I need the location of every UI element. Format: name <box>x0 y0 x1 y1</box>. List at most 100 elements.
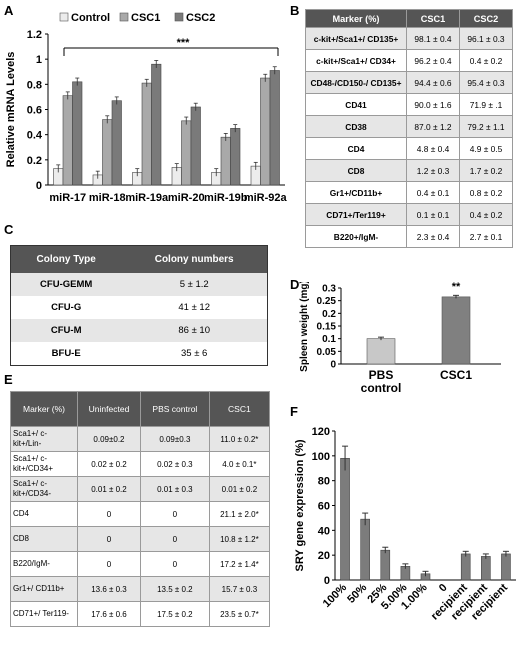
table-b-cell: 87.0 ± 1.2 <box>406 115 460 138</box>
table-row: Gr1+/CD11b+ 0.4 ± 0.1 0.8 ± 0.2 <box>305 181 513 204</box>
table-row: B220/IgM- 0 0 17.2 ± 1.4* <box>10 551 271 577</box>
table-row: CD71+/Ter119+ 0.1 ± 0.1 0.4 ± 0.2 <box>305 203 513 226</box>
table-e-cell: 0 <box>77 526 141 552</box>
table-b-cell: 0.8 ± 0.2 <box>459 181 513 204</box>
table-e-row-label: CD71+/ Ter119- <box>10 601 78 627</box>
bar <box>501 553 511 581</box>
table-row: Sca1+/ c-kit+/CD34+ 0.02 ± 0.2 0.02 ± 0.3 4… <box>10 451 271 477</box>
table-row: CD71+/ Ter119- 17.6 ± 0.6 17.5 ± 0.2 23.5 ±… <box>10 601 271 627</box>
table-e-cell: 0 <box>139 526 210 552</box>
panel-label-f: F <box>290 404 298 419</box>
y-tick-label: 0.8 <box>27 79 42 91</box>
bar <box>141 82 152 186</box>
table-e-cell: 4.0 ± 0.1* <box>208 451 271 477</box>
table-e-row-label: CD4 <box>10 501 78 527</box>
x-tick-label: 50% <box>345 581 369 605</box>
y-tick-label: 0 <box>324 575 330 587</box>
y-tick-label: 60 <box>318 501 330 513</box>
table-e-cell: 17.2 ± 1.4* <box>208 551 271 577</box>
table-e-cell: 13.5 ± 0.2 <box>139 576 210 602</box>
x-tick-label: miR-17 <box>49 192 86 204</box>
table-e-row-label: B220/IgM- <box>10 551 78 577</box>
table-e-cell: 0.01 ± 0.2 <box>77 476 141 502</box>
table-e-cell: 0 <box>139 551 210 577</box>
table-c-cell: 41 ± 12 <box>178 302 210 313</box>
table-e-header: Uninfected <box>77 391 141 427</box>
bar <box>102 119 113 186</box>
legend-label: Control <box>71 12 110 24</box>
table-b-cell: 79.2 ± 1.1 <box>459 115 513 138</box>
table-e-cell: 17.5 ± 0.2 <box>139 601 210 627</box>
colony-table: Colony Type Colony numbers CFU-GEMM 5 ± 1… <box>10 245 268 366</box>
y-tick-label: 80 <box>318 476 330 488</box>
y-tick-label: 20 <box>318 550 330 562</box>
legend-swatch <box>119 12 129 22</box>
table-row: BFU-E 35 ± 6 <box>11 342 268 366</box>
table-e-row-label: Sca1+/ c-kit+/CD34+ <box>10 451 78 477</box>
table-b-cell: 95.4 ± 0.3 <box>459 71 513 94</box>
y-tick-label: 120 <box>312 426 330 438</box>
table-e-cell: 0 <box>77 551 141 577</box>
table-b-row-label: CD48-/CD150-/ CD135+ <box>305 71 407 94</box>
table-e-row-label: Gr1+/ CD11b+ <box>10 576 78 602</box>
panel-label-b: B <box>290 3 300 18</box>
x-tick-label: control <box>361 381 402 395</box>
table-c-row-label: BFU-E <box>51 348 81 359</box>
table-row: CD38 87.0 ± 1.2 79.2 ± 1.1 <box>305 115 513 138</box>
table-b-row-label: c-kit+/Sca1+/ CD34+ <box>305 49 407 72</box>
table-row: c-kit+/Sca1+/ CD34+ 96.2 ± 0.4 0.4 ± 0.2 <box>305 49 513 72</box>
spleen-weight-chart: 0 0.05 0.10.15 0.2 0.250.3 Spleen weight (mg)… <box>299 282 501 395</box>
table-e-row-label: Sca1+/ c-kit+/CD34- <box>10 476 78 502</box>
x-tick-label: miR-92a <box>244 192 288 204</box>
table-b-cell: 98.1 ± 0.4 <box>406 27 460 50</box>
bar <box>460 553 471 581</box>
x-tick-label: miR-20 <box>168 192 205 204</box>
table-row: Sca1+/ c-kit+/CD34- 0.01 ± 0.2 0.01 ± 0.3 0… <box>10 476 271 502</box>
table-e-row-label: CD8 <box>10 526 78 552</box>
table-b-cell: 71.9 ± .1 <box>459 93 513 116</box>
table-row: B220+/IgM- 2.3 ± 0.4 2.7 ± 0.1 <box>305 225 513 248</box>
x-tick-label: PBS <box>369 368 394 382</box>
x-tick-label: 0 <box>437 582 450 595</box>
table-c-cell: 35 ± 6 <box>181 348 208 359</box>
table-e-cell: 0.02 ± 0.2 <box>77 451 141 477</box>
marker-table-b: Marker (%) CSC1 CSC2 c-kit+/Sca1+/ CD135… <box>305 9 513 248</box>
table-row: CD8 1.2 ± 0.3 1.7 ± 0.2 <box>305 159 513 182</box>
table-row: CFU-G 41 ± 12 <box>11 296 268 319</box>
bar <box>269 70 280 186</box>
table-b-row-label: CD4 <box>305 137 407 160</box>
panel-label-a: A <box>4 3 14 18</box>
table-b-row-label: CD8 <box>305 159 407 182</box>
y-tick-label: 0.2 <box>27 155 42 167</box>
table-c-header: Colony numbers <box>121 245 268 273</box>
bar <box>62 95 73 186</box>
table-c-row-label: CFU-G <box>51 302 82 313</box>
table-b-header: CSC1 <box>406 9 460 28</box>
table-b-cell: 4.8 ± 0.4 <box>406 137 460 160</box>
table-e-cell: 21.1 ± 2.0* <box>208 501 271 527</box>
mirna-bar-chart: 0 0.2 0.4 0.6 0.8 1 1.2 Relative mRNA Levels Con… <box>5 12 288 204</box>
table-b-cell: 2.3 ± 0.4 <box>406 225 460 248</box>
table-b-cell: 0.1 ± 0.1 <box>406 203 460 226</box>
bar <box>366 338 396 365</box>
table-e-cell: 0 <box>77 501 141 527</box>
y-tick-label: 0.25 <box>317 296 337 307</box>
y-tick-label: 40 <box>318 525 330 537</box>
table-b-cell: 1.7 ± 0.2 <box>459 159 513 182</box>
y-tick-label: 1 <box>36 54 42 66</box>
table-e-row-label: Sca1+/ c-kit+/Lin- <box>10 426 78 452</box>
table-b-row-label: c-kit+/Sca1+/ CD135+ <box>305 27 407 50</box>
table-e-cell: 17.6 ± 0.6 <box>77 601 141 627</box>
table-b-cell: 94.4 ± 0.6 <box>406 71 460 94</box>
legend-swatch <box>59 12 69 22</box>
table-c-cell: 86 ± 10 <box>121 319 268 342</box>
table-b-row-label: Gr1+/CD11b+ <box>305 181 407 204</box>
y-tick-label: 0.05 <box>317 347 337 358</box>
table-b-cell: 96.2 ± 0.4 <box>406 49 460 72</box>
table-b-row-label: CD41 <box>305 93 407 116</box>
table-b-cell: 0.4 ± 0.1 <box>406 181 460 204</box>
table-c-header: Colony Type <box>10 245 122 273</box>
bar <box>111 100 122 186</box>
table-row: c-kit+/Sca1+/ CD135+ 98.1 ± 0.4 96.1 ± 0.3 <box>305 27 513 50</box>
y-axis-label: Relative mRNA Levels <box>5 52 17 168</box>
